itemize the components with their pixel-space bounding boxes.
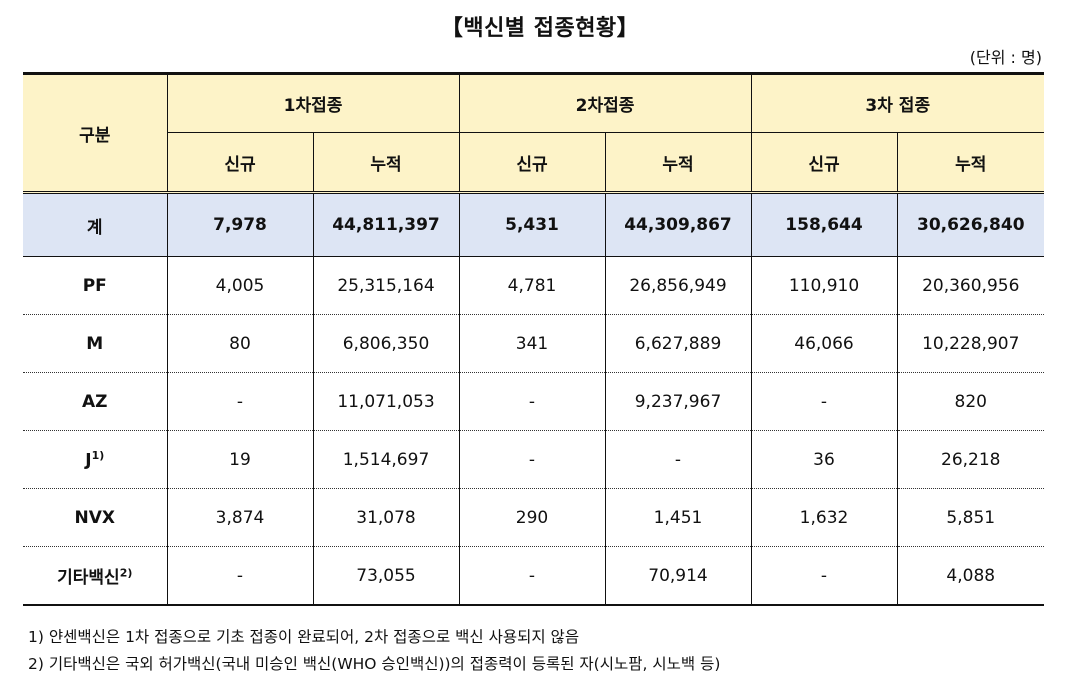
row-label: NVX (23, 488, 167, 547)
table-row-m: M 80 6,806,350 341 6,627,889 46,066 10,2… (23, 314, 1045, 373)
header-category: 구분 (23, 72, 167, 194)
cell: 26,856,949 (604, 256, 751, 315)
table-row-pf: PF 4,005 25,315,164 4,781 26,856,949 110… (23, 256, 1045, 315)
header-new: 신규 (458, 132, 605, 194)
cell: 80 (166, 314, 313, 373)
cell: - (750, 372, 897, 431)
cell: 19 (166, 430, 313, 489)
cell: - (166, 372, 313, 431)
footnote-2: 2) 기타백신은 국외 허가백신(국내 미승인 백신(WHO 승인백신))의 접… (28, 655, 721, 673)
cell: 1,514,697 (312, 430, 459, 489)
header-cumulative: 누적 (312, 132, 459, 194)
header-new: 신규 (166, 132, 313, 194)
table-row-other: 기타백신2) - 73,055 - 70,914 - 4,088 (23, 546, 1045, 606)
cell: 25,315,164 (312, 256, 459, 315)
cell: 31,078 (312, 488, 459, 547)
cell: 11,071,053 (312, 372, 459, 431)
cell: 158,644 (750, 192, 897, 257)
header-dose2: 2차접종 (458, 72, 751, 133)
row-label: AZ (23, 372, 167, 431)
total-row: 계 7,978 44,811,397 5,431 44,309,867 158,… (23, 192, 1045, 257)
cell: 6,806,350 (312, 314, 459, 373)
cell: 820 (896, 372, 1045, 431)
cell: 44,811,397 (312, 192, 459, 257)
cell: 4,781 (458, 256, 605, 315)
header-cumulative: 누적 (896, 132, 1045, 194)
footnote-mark: 1) (91, 448, 105, 462)
row-label: 기타백신2) (23, 546, 167, 606)
cell: 6,627,889 (604, 314, 751, 373)
cell: - (166, 546, 313, 606)
cell: 3,874 (166, 488, 313, 547)
header-cumulative: 누적 (604, 132, 751, 194)
table-row-nvx: NVX 3,874 31,078 290 1,451 1,632 5,851 (23, 488, 1045, 547)
table-row-az: AZ - 11,071,053 - 9,237,967 - 820 (23, 372, 1045, 431)
cell: - (458, 372, 605, 431)
row-label: M (23, 314, 167, 373)
cell: 46,066 (750, 314, 897, 373)
vaccination-table: 구분 1차접종 2차접종 3차 접종 신규 누적 신규 누적 신규 누적 계 7… (23, 72, 1045, 606)
table-row-j: J1) 19 1,514,697 - - 36 26,218 (23, 430, 1045, 489)
cell: 44,309,867 (604, 192, 751, 257)
cell: 290 (458, 488, 605, 547)
cell: 4,088 (896, 546, 1045, 606)
cell: 20,360,956 (896, 256, 1045, 315)
cell: 10,228,907 (896, 314, 1045, 373)
header-dose3: 3차 접종 (750, 72, 1045, 133)
cell: 1,632 (750, 488, 897, 547)
page-title: 【백신별 접종현황】 (440, 16, 640, 41)
cell: 5,431 (458, 192, 605, 257)
unit-label: (단위 : 명) (969, 48, 1042, 67)
cell: 26,218 (896, 430, 1045, 489)
footnote-mark: 2) (119, 566, 133, 580)
cell: 9,237,967 (604, 372, 751, 431)
cell: 341 (458, 314, 605, 373)
header-dose1: 1차접종 (166, 72, 459, 133)
cell: - (604, 430, 751, 489)
cell: 30,626,840 (896, 192, 1045, 257)
cell: - (750, 546, 897, 606)
cell: 5,851 (896, 488, 1045, 547)
cell: 1,451 (604, 488, 751, 547)
cell: 7,978 (166, 192, 313, 257)
total-label: 계 (23, 192, 167, 257)
row-label: PF (23, 256, 167, 315)
cell: 110,910 (750, 256, 897, 315)
cell: 36 (750, 430, 897, 489)
header-new: 신규 (750, 132, 897, 194)
cell: 4,005 (166, 256, 313, 315)
cell: - (458, 546, 605, 606)
cell: - (458, 430, 605, 489)
cell: 70,914 (604, 546, 751, 606)
footnote-1: 1) 얀센백신은 1차 접종으로 기초 접종이 완료되어, 2차 접종으로 백신… (28, 628, 580, 646)
footnotes: 1) 얀센백신은 1차 접종으로 기초 접종이 완료되어, 2차 접종으로 백신… (28, 624, 720, 678)
cell: 73,055 (312, 546, 459, 606)
row-label: J1) (23, 430, 167, 489)
